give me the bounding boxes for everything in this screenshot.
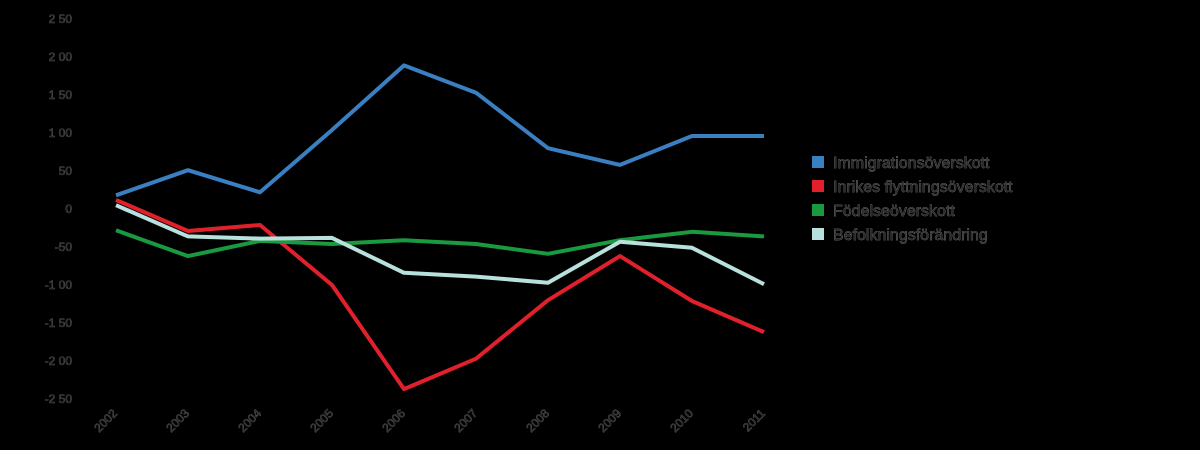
x-tick-label: 2004: [235, 406, 264, 435]
series-line-immigrationsoverskott: [115, 63, 764, 198]
y-tick-label: -1 00: [45, 278, 73, 292]
y-tick-label: 2 50: [49, 12, 73, 26]
y-tick-label: 0: [65, 202, 72, 216]
x-tick-label: 2006: [379, 406, 408, 435]
legend-item: Befolkningsförändring: [812, 227, 988, 244]
x-tick-label: 2005: [307, 406, 336, 435]
x-tick-label: 2002: [91, 406, 120, 435]
legend-item: Födelseöverskott: [812, 203, 956, 220]
y-tick-label: -2 00: [45, 354, 73, 368]
x-tick-label: 2011: [740, 406, 768, 434]
legend: Immigrationsöverskott Inrikes flyttningsö…: [812, 155, 1013, 244]
y-tick-label: 1 00: [49, 126, 73, 140]
series-line-befolkningsforandring: [115, 203, 765, 286]
y-tick-label: 1 50: [49, 88, 73, 102]
y-tick-label: -2 50: [45, 392, 73, 406]
x-tick-label: 2008: [523, 406, 552, 435]
legend-label: Immigrationsöverskott: [833, 155, 990, 172]
legend-swatch: [812, 180, 824, 192]
legend-item: Immigrationsöverskott: [812, 155, 990, 172]
legend-label: Inrikes flyttningsöverskott: [833, 179, 1013, 196]
y-axis: 2 50 2 00 1 50 1 00 50 0 -50 -1 00 -1 50 -2 00 -2 …: [44, 12, 73, 406]
plot-area: [115, 63, 765, 392]
legend-item: Inrikes flyttningsöverskott: [812, 179, 1013, 196]
y-tick-label: 50: [59, 164, 73, 178]
y-tick-label: -50: [55, 240, 73, 254]
x-tick-label: 2010: [667, 406, 696, 435]
series-line-fodelseoverskott: [115, 228, 765, 259]
y-tick-label: -1 50: [45, 316, 73, 330]
y-tick-label: 2 00: [49, 50, 73, 64]
x-tick-label: 2007: [451, 406, 480, 435]
legend-swatch: [812, 204, 824, 216]
legend-label: Befolkningsförändring: [833, 227, 988, 244]
x-tick-label: 2003: [163, 406, 192, 435]
x-tick-label: 2009: [595, 406, 624, 435]
legend-swatch: [812, 228, 824, 240]
legend-label: Födelseöverskott: [833, 203, 955, 220]
series-line-inrikes-flyttningsoverskott: [115, 198, 765, 392]
x-axis: 2002 2003 2004 2005 2006 2007 2008 2009 2010 2011: [91, 406, 768, 435]
legend-swatch: [812, 156, 824, 168]
